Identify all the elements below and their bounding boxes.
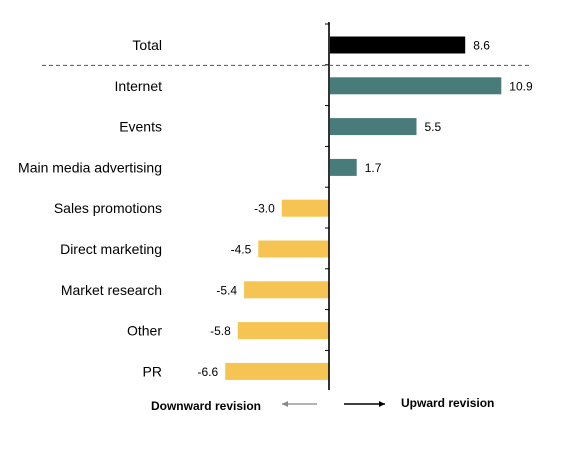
bar-market-research — [244, 281, 329, 299]
category-label-pr: PR — [143, 363, 162, 379]
bar-pr — [225, 362, 329, 380]
value-label-market-research: -5.4 — [216, 283, 237, 297]
bar-direct-marketing — [258, 240, 329, 258]
bar-other — [237, 322, 329, 340]
value-label-other: -5.8 — [210, 324, 231, 338]
value-label-total: 8.6 — [473, 39, 490, 53]
value-label-events: 5.5 — [425, 120, 442, 134]
bar-main-media-advertising — [330, 158, 357, 176]
legend-downward-label: Downward revision — [151, 399, 261, 413]
category-label-market-research: Market research — [61, 282, 162, 298]
bar-sales-promotions — [281, 199, 329, 217]
bar-total — [330, 36, 466, 54]
value-label-sales-promotions: -3.0 — [254, 202, 275, 216]
value-label-direct-marketing: -4.5 — [231, 243, 252, 257]
category-label-other: Other — [127, 323, 162, 339]
category-label-events: Events — [119, 119, 162, 135]
bars-layer — [225, 36, 502, 380]
value-label-pr: -6.6 — [198, 365, 219, 379]
category-label-main-media-advertising: Main media advertising — [18, 159, 162, 175]
legend-layer: Downward revision Upward revision — [151, 396, 494, 413]
category-label-total: Total — [132, 37, 162, 53]
value-label-internet: 10.9 — [509, 79, 533, 93]
value-label-main-media-advertising: 1.7 — [365, 161, 382, 175]
category-label-internet: Internet — [115, 78, 163, 94]
bar-internet — [330, 77, 502, 95]
labels-layer: Total 8.6 Internet 10.9 Events 5.5 Main media … — [18, 37, 533, 379]
axis-layer — [42, 22, 530, 390]
category-label-direct-marketing: Direct marketing — [60, 241, 162, 257]
bar-events — [330, 118, 417, 136]
category-label-sales-promotions: Sales promotions — [54, 200, 162, 216]
legend-upward-label: Upward revision — [401, 396, 494, 410]
